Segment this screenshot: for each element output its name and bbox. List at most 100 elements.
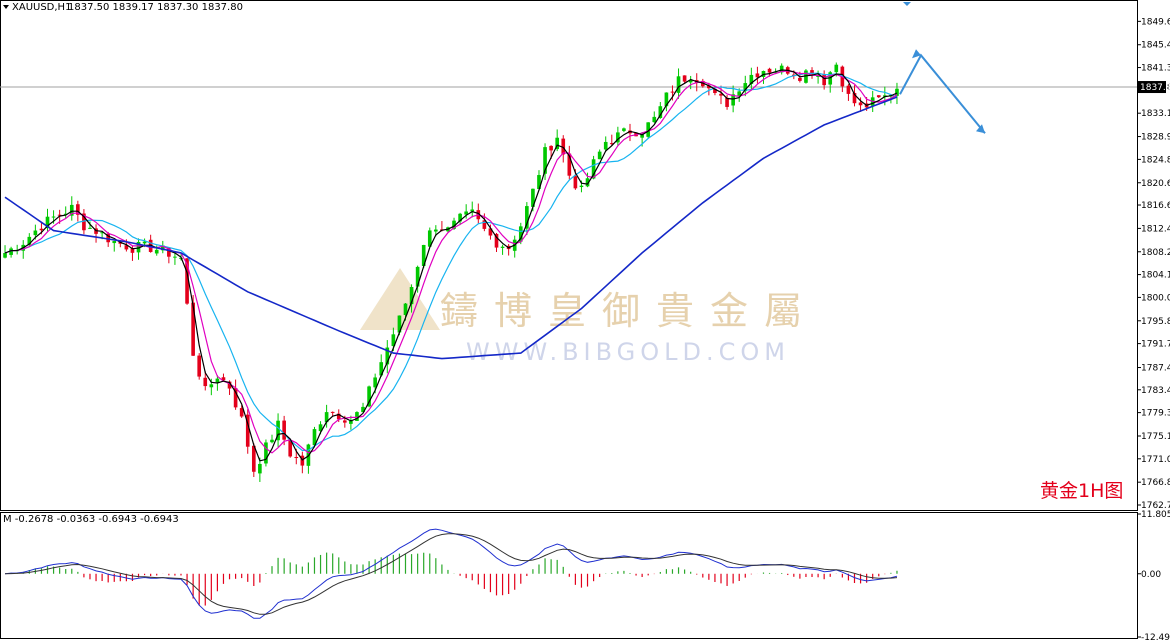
bull-candle	[3, 252, 7, 258]
watermark-url: WWW.BIBGOLD.COM	[466, 338, 790, 366]
ma-fast-line	[4, 69, 898, 462]
bear-candle	[130, 248, 135, 253]
bull-candle	[276, 420, 280, 441]
forecast-arrow-path	[899, 53, 986, 134]
bull-candle	[555, 137, 560, 150]
bull-candle	[367, 386, 371, 407]
bull-candle	[51, 216, 56, 218]
bull-candle	[688, 80, 693, 83]
bull-candle	[652, 116, 657, 123]
current-price-line: 1837.80	[0, 81, 1170, 94]
bear-candle	[573, 176, 578, 189]
bull-candle	[434, 229, 438, 232]
bull-candle	[409, 287, 414, 305]
bear-candle	[810, 70, 814, 75]
ma-slow-line	[4, 72, 898, 452]
bull-candle	[883, 95, 887, 97]
bull-candle	[33, 230, 38, 236]
price-tick-label: 1787.40	[1141, 364, 1170, 374]
bull-candle	[160, 245, 165, 251]
bull-candle	[743, 83, 748, 92]
bear-candle	[561, 138, 566, 155]
bull-candle	[458, 213, 462, 222]
symbol-header: XAUUSD,H1	[12, 2, 71, 13]
bull-candle	[585, 178, 590, 187]
bull-candle	[9, 248, 13, 255]
price-tick-label: 1824.80	[1141, 155, 1170, 165]
bull-candle	[258, 463, 262, 474]
bull-candle	[537, 175, 541, 190]
price-tick-label: 1849.60	[1141, 17, 1170, 27]
bull-candle	[603, 141, 608, 150]
bull-candle	[385, 347, 390, 365]
bear-candle	[300, 455, 305, 466]
bear-candle	[197, 355, 202, 377]
price-tick-label: 1812.40	[1141, 224, 1170, 234]
bear-candle	[767, 68, 772, 73]
bull-candle	[391, 334, 396, 346]
bear-candle	[609, 143, 614, 145]
current-price-tag-label: 1837.80	[1140, 83, 1170, 93]
watermark-chinese: 鑄博皇御貴金屬	[440, 289, 818, 333]
price-axis: 1849.60 1845.40 1841.30 1837.80 1833.10 1828.…	[1137, 17, 1170, 511]
macd-header: M -0.2678 -0.0363 -0.6943 -0.6943	[3, 514, 179, 525]
bull-candle	[349, 420, 353, 424]
bull-candle	[470, 209, 475, 212]
bull-candle	[664, 92, 669, 107]
bull-candle	[112, 241, 117, 244]
bull-candle	[403, 303, 408, 316]
bull-candle	[531, 188, 535, 207]
bear-candle	[124, 245, 129, 250]
bear-candle	[185, 258, 189, 304]
bear-candle	[82, 213, 86, 231]
bear-candle	[670, 91, 675, 93]
bear-candle	[239, 408, 244, 417]
price-tick-label: 1771.00	[1141, 455, 1170, 465]
bear-candle	[221, 377, 226, 381]
bear-candle	[342, 420, 347, 423]
price-tick-label: 1845.40	[1141, 41, 1170, 51]
price-tick-label: 1795.80	[1141, 317, 1170, 327]
corner-label: 黄金1H图	[1040, 480, 1123, 502]
bull-candle	[324, 412, 329, 423]
bear-candle	[707, 85, 711, 89]
bear-candle	[191, 302, 195, 356]
macd-axis: 11.8055 0.00 -12.491	[1137, 510, 1170, 641]
bear-candle	[755, 73, 760, 78]
bear-candle	[852, 92, 857, 104]
bull-candle	[731, 94, 735, 106]
bull-candle	[452, 220, 456, 229]
bull-candle	[464, 211, 468, 215]
bull-candle	[779, 65, 784, 73]
bull-candle	[816, 75, 820, 77]
signal-line	[4, 533, 898, 615]
bull-candle	[173, 256, 177, 258]
bull-candle	[379, 362, 384, 376]
bull-candle	[318, 424, 323, 432]
price-tick-label: 1766.80	[1141, 478, 1170, 488]
watermark-logo	[360, 268, 440, 330]
forecast-arrow-up-head	[912, 49, 921, 59]
ohlc-header: 1837.50 1839.17 1837.30 1837.80	[68, 2, 243, 13]
macd-tick-label: 11.8055	[1141, 510, 1170, 520]
bear-candle	[282, 420, 286, 440]
bear-candle	[549, 145, 553, 151]
bear-candle	[494, 233, 499, 248]
bear-candle	[488, 228, 493, 236]
bull-candle	[591, 159, 596, 179]
bear-candle	[57, 214, 62, 216]
bear-candle	[725, 97, 729, 107]
collapse-triangle-icon[interactable]	[3, 5, 9, 9]
price-tick-label: 1808.20	[1141, 248, 1170, 258]
bull-candle	[749, 74, 754, 84]
bear-candle	[330, 411, 335, 413]
bear-candle	[294, 457, 299, 459]
forecast-arrow-down-head	[976, 124, 985, 134]
bear-candle	[39, 228, 44, 231]
bull-candle	[427, 230, 432, 247]
bear-candle	[876, 95, 881, 98]
moving-averages	[4, 69, 898, 462]
bull-candle	[525, 206, 529, 229]
macd-tick-label: 0.00	[1141, 570, 1161, 580]
